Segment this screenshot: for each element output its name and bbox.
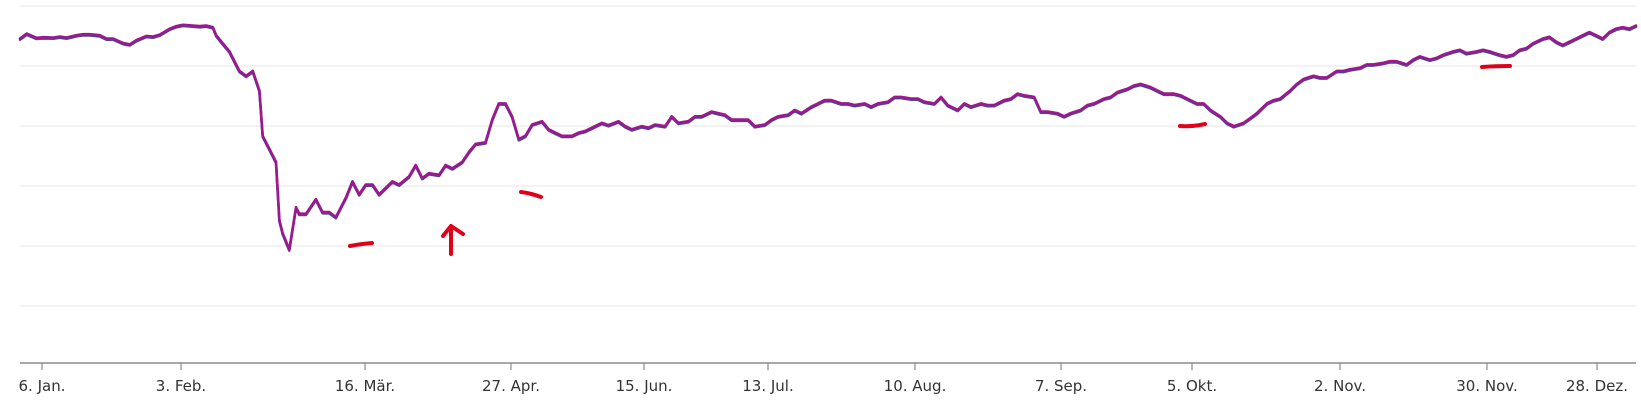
x-tick-label: 16. Mär. — [335, 377, 395, 395]
series-line-2 — [18, 23, 1638, 251]
x-tick-label: 10. Aug. — [884, 377, 947, 395]
x-tick-label: 6. Jan. — [19, 377, 66, 395]
annotation-mark-arrow — [441, 224, 465, 256]
annotation-mark-dash-4 — [1480, 64, 1512, 69]
x-tick-label: 28. Dez. — [1566, 377, 1628, 395]
hand-drawn-annotations — [348, 64, 1512, 256]
annotation-mark-dash-1 — [348, 241, 374, 248]
x-tick-label: 2. Nov. — [1314, 377, 1366, 395]
x-tick-label: 30. Nov. — [1456, 377, 1518, 395]
x-tick-label: 3. Feb. — [156, 377, 206, 395]
series-line-1 — [18, 24, 1638, 252]
x-tick-label: 7. Sep. — [1035, 377, 1087, 395]
x-tick-label: 27. Apr. — [482, 377, 540, 395]
annotation-mark-dash-2 — [519, 190, 543, 199]
x-axis: 6. Jan. 3. Feb. 16. Mär. 27. Apr. 15. Jun. 13… — [19, 362, 1636, 395]
x-tick-label: 13. Jul. — [742, 377, 794, 395]
annotation-mark-dash-3 — [1178, 122, 1207, 129]
x-tick-label: 5. Okt. — [1167, 377, 1217, 395]
x-tick-label: 15. Jun. — [616, 377, 673, 395]
series-lines — [18, 23, 1638, 252]
grid-lines — [20, 5, 1636, 307]
